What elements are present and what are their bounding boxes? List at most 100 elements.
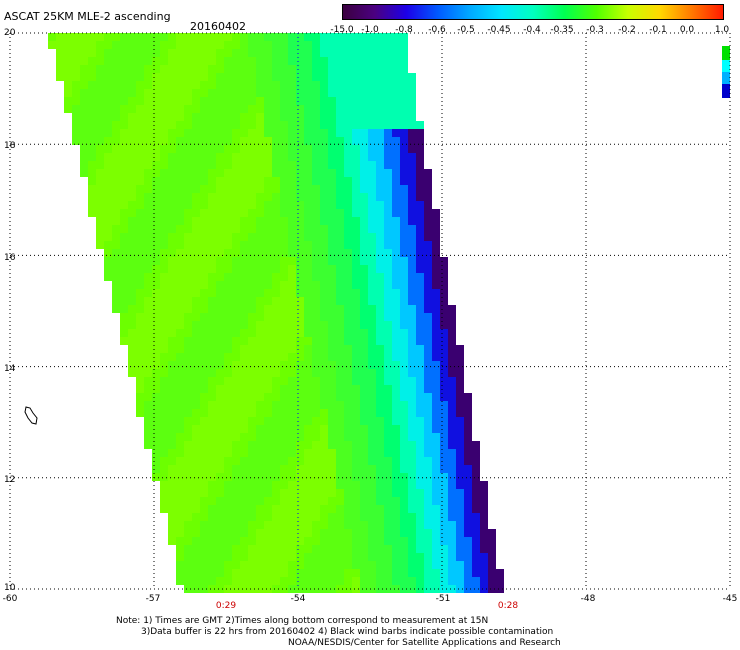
swath-cell	[216, 457, 224, 465]
swath-cell	[160, 329, 168, 337]
edge-cell	[722, 46, 730, 60]
swath-cell	[320, 241, 328, 249]
swath-cell	[208, 185, 216, 193]
swath-cell	[408, 313, 416, 321]
swath-cell	[224, 545, 232, 553]
swath-cell	[472, 449, 480, 457]
swath-cell	[192, 497, 200, 505]
swath-cell	[376, 241, 384, 249]
swath-cell	[200, 193, 208, 201]
swath-cell	[184, 337, 192, 345]
swath-cell	[328, 225, 336, 233]
swath-cell	[104, 265, 112, 273]
swath-cell	[272, 297, 280, 305]
swath-cell	[336, 489, 344, 497]
swath-cell	[120, 137, 128, 145]
swath-cell	[312, 225, 320, 233]
swath-cell	[392, 505, 400, 513]
swath-cell	[136, 393, 144, 401]
swath-cell	[344, 73, 352, 81]
swath-cell	[304, 49, 312, 57]
swath-cell	[312, 577, 320, 585]
swath-cell	[64, 97, 72, 105]
swath-cell	[432, 329, 440, 337]
swath-cell	[288, 529, 296, 537]
swath-cell	[456, 569, 464, 577]
swath-cell	[344, 249, 352, 257]
swath-cell	[152, 41, 160, 49]
swath-cell	[208, 473, 216, 481]
swath-cell	[144, 113, 152, 121]
swath-cell	[408, 241, 416, 249]
swath-cell	[312, 433, 320, 441]
swath-cell	[96, 153, 104, 161]
swath-cell	[440, 297, 448, 305]
swath-cell	[200, 409, 208, 417]
swath-cell	[176, 465, 184, 473]
swath-cell	[80, 33, 88, 41]
swath-cell	[88, 201, 96, 209]
swath-cell	[360, 289, 368, 297]
swath-cell	[352, 561, 360, 569]
swath-cell	[192, 105, 200, 113]
swath-cell	[256, 385, 264, 393]
swath-cell	[264, 313, 272, 321]
swath-cell	[144, 281, 152, 289]
swath-cell	[264, 113, 272, 121]
swath-cell	[384, 273, 392, 281]
swath-cell	[144, 65, 152, 73]
swath-cell	[104, 121, 112, 129]
swath-cell	[464, 457, 472, 465]
swath-cell	[248, 553, 256, 561]
swath-cell	[440, 585, 448, 593]
swath-cell	[408, 281, 416, 289]
swath-cell	[320, 137, 328, 145]
swath-cell	[160, 409, 168, 417]
swath-cell	[224, 489, 232, 497]
swath-cell	[240, 385, 248, 393]
swath-cell	[312, 113, 320, 121]
swath-cell	[224, 137, 232, 145]
swath-cell	[144, 273, 152, 281]
swath-cell	[328, 193, 336, 201]
swath-cell	[168, 377, 176, 385]
swath-cell	[376, 313, 384, 321]
swath-cell	[416, 401, 424, 409]
swath-cell	[200, 177, 208, 185]
swath-cell	[304, 505, 312, 513]
swath-cell	[224, 353, 232, 361]
swath-cell	[288, 313, 296, 321]
swath-cell	[272, 177, 280, 185]
swath-cell	[96, 113, 104, 121]
swath-cell	[336, 417, 344, 425]
swath-cell	[408, 121, 416, 129]
swath-cell	[424, 249, 432, 257]
swath-cell	[152, 137, 160, 145]
swath-cell	[448, 337, 456, 345]
swath-cell	[280, 353, 288, 361]
swath-cell	[248, 433, 256, 441]
swath-cell	[312, 457, 320, 465]
swath-cell	[256, 521, 264, 529]
swath-cell	[280, 537, 288, 545]
swath-cell	[392, 65, 400, 73]
swath-cell	[320, 481, 328, 489]
swath-cell	[240, 513, 248, 521]
swath-cell	[176, 361, 184, 369]
swath-cell	[192, 513, 200, 521]
swath-cell	[160, 297, 168, 305]
swath-cell	[288, 505, 296, 513]
swath-cell	[72, 89, 80, 97]
swath-cell	[296, 385, 304, 393]
swath-cell	[480, 489, 488, 497]
swath-cell	[304, 449, 312, 457]
swath-cell	[456, 505, 464, 513]
swath-cell	[232, 193, 240, 201]
swath-cell	[400, 89, 408, 97]
swath-cell	[208, 129, 216, 137]
swath-cell	[432, 521, 440, 529]
swath-cell	[280, 449, 288, 457]
swath-cell	[152, 129, 160, 137]
swath-cell	[248, 105, 256, 113]
swath-cell	[216, 369, 224, 377]
